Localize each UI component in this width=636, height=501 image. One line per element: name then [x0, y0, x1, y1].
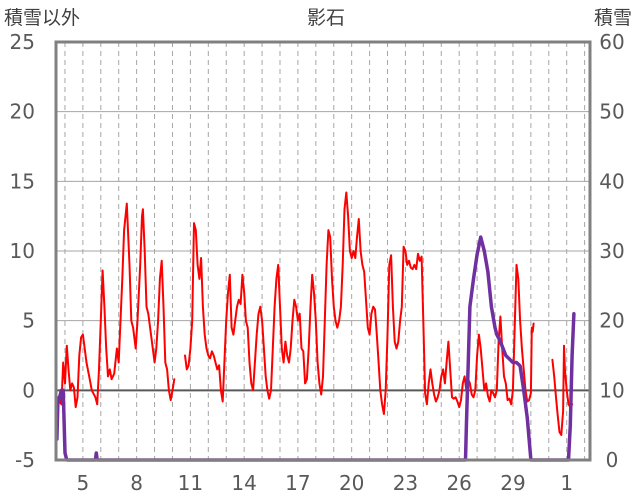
right-tick-label: 0	[606, 448, 619, 472]
left-tick-label: 20	[10, 100, 35, 124]
temperature-line	[184, 191, 535, 415]
right-tick-label: 50	[599, 100, 624, 124]
left-axis-title: 積雪以外	[4, 7, 80, 29]
grid	[56, 42, 590, 460]
right-tick-label: 60	[599, 30, 624, 54]
right-tick-label: 20	[599, 309, 624, 333]
x-tick-label: 1	[560, 471, 573, 495]
temperature-line	[551, 344, 574, 436]
chart-title: 影石	[307, 7, 345, 29]
x-tick-label: 5	[77, 471, 90, 495]
plot-frame	[54, 40, 592, 462]
left-tick-label: 15	[10, 169, 35, 193]
series	[55, 191, 576, 462]
x-tick-label: 14	[231, 471, 256, 495]
left-tick-label: 5	[22, 309, 35, 333]
right-tick-label: 10	[599, 378, 624, 402]
left-tick-label: 0	[22, 378, 35, 402]
x-tick-label: 17	[285, 471, 310, 495]
x-tick-label: 29	[500, 471, 525, 495]
left-tick-label: 25	[10, 30, 35, 54]
right-tick-label: 40	[599, 169, 624, 193]
left-tick-label: -5	[15, 448, 35, 472]
x-tick-label: 11	[178, 471, 203, 495]
temperature-line	[56, 202, 176, 409]
axes: -5 0 5 10 15 20 25 0 10 20 30 40 50 60 5 8 11 14 17 20 23 26 2…	[10, 30, 625, 495]
right-axis-title: 積雪	[594, 7, 632, 29]
x-tick-label: 26	[446, 471, 471, 495]
left-tick-label: 10	[10, 239, 35, 263]
x-tick-label: 20	[339, 471, 364, 495]
right-tick-label: 30	[599, 239, 624, 263]
x-tick-label: 8	[130, 471, 143, 495]
x-tick-label: 23	[393, 471, 418, 495]
snow-depth-line	[55, 235, 576, 462]
